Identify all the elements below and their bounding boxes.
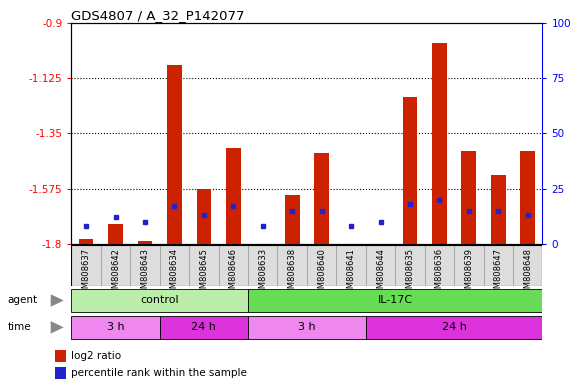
Text: GSM808647: GSM808647 <box>494 248 503 299</box>
Bar <box>425 245 454 286</box>
Text: percentile rank within the sample: percentile rank within the sample <box>71 368 247 378</box>
Bar <box>285 195 300 244</box>
Bar <box>484 245 513 286</box>
Text: time: time <box>7 322 31 332</box>
Text: GSM808644: GSM808644 <box>376 248 385 299</box>
Bar <box>307 245 336 286</box>
Text: GSM808637: GSM808637 <box>82 248 91 299</box>
Bar <box>461 151 476 244</box>
Bar <box>226 148 240 244</box>
Bar <box>248 289 542 312</box>
Text: GSM808643: GSM808643 <box>140 248 150 299</box>
Bar <box>71 316 160 339</box>
Bar <box>278 245 307 286</box>
Bar <box>336 245 366 286</box>
Text: GSM808639: GSM808639 <box>464 248 473 299</box>
Bar <box>71 245 101 286</box>
Bar <box>491 175 506 244</box>
Text: GSM808641: GSM808641 <box>347 248 356 299</box>
Bar <box>373 244 388 249</box>
Bar <box>160 245 189 286</box>
Bar <box>71 289 248 312</box>
Bar <box>395 245 425 286</box>
Bar <box>248 245 278 286</box>
Bar <box>160 316 248 339</box>
Bar <box>520 151 535 244</box>
Bar <box>513 245 542 286</box>
Text: 24 h: 24 h <box>191 322 216 332</box>
Text: GDS4807 / A_32_P142077: GDS4807 / A_32_P142077 <box>71 9 245 22</box>
Text: GSM808648: GSM808648 <box>523 248 532 299</box>
Text: IL-17C: IL-17C <box>377 295 413 305</box>
Text: GSM808636: GSM808636 <box>435 248 444 299</box>
Text: agent: agent <box>7 295 38 305</box>
Text: 3 h: 3 h <box>298 322 316 332</box>
Text: GSM808646: GSM808646 <box>229 248 238 299</box>
Text: 24 h: 24 h <box>442 322 467 332</box>
Text: GSM808638: GSM808638 <box>288 248 297 299</box>
Text: GSM808640: GSM808640 <box>317 248 326 299</box>
Text: GSM808634: GSM808634 <box>170 248 179 299</box>
Bar <box>196 189 211 244</box>
Bar <box>366 245 395 286</box>
Polygon shape <box>51 294 64 307</box>
Bar <box>314 153 329 244</box>
Bar <box>403 97 417 244</box>
Text: GSM808645: GSM808645 <box>199 248 208 299</box>
Text: GSM808642: GSM808642 <box>111 248 120 299</box>
Bar <box>130 245 160 286</box>
Bar <box>138 242 152 244</box>
Bar <box>344 244 359 246</box>
Bar <box>189 245 219 286</box>
Bar <box>55 367 66 379</box>
Bar <box>454 245 484 286</box>
Bar <box>167 65 182 244</box>
Text: 3 h: 3 h <box>107 322 124 332</box>
Bar <box>55 350 66 362</box>
Bar <box>219 245 248 286</box>
Text: GSM808633: GSM808633 <box>258 248 267 299</box>
Bar <box>108 224 123 244</box>
Bar <box>432 43 447 244</box>
Text: control: control <box>140 295 179 305</box>
Bar <box>79 239 94 244</box>
Bar <box>248 316 366 339</box>
Text: GSM808635: GSM808635 <box>405 248 415 299</box>
Bar <box>101 245 130 286</box>
Text: log2 ratio: log2 ratio <box>71 351 121 361</box>
Polygon shape <box>51 321 64 334</box>
Bar <box>366 316 542 339</box>
